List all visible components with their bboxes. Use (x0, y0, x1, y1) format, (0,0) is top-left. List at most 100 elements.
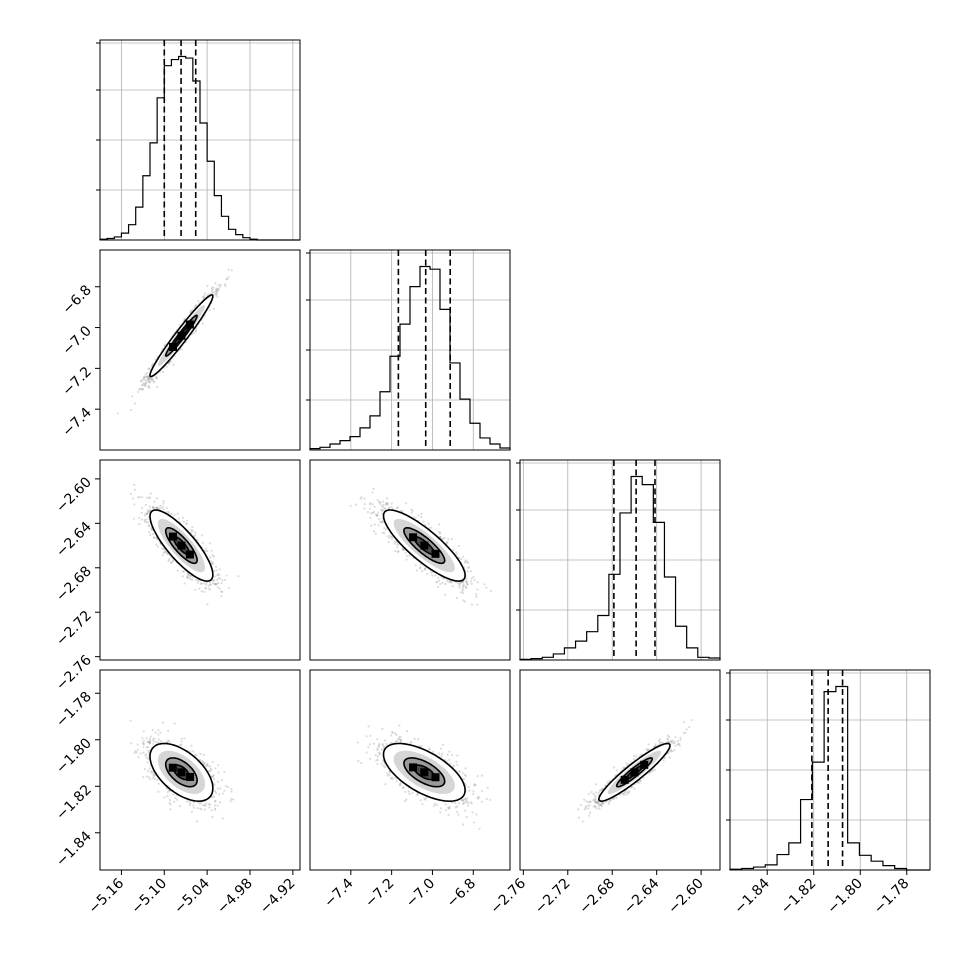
sample-point (186, 522, 189, 526)
sample-point (368, 507, 372, 510)
sample-point (182, 520, 186, 523)
sample-point (150, 377, 154, 380)
panel-content (116, 268, 233, 415)
sample-point (368, 503, 372, 506)
sample-point (388, 537, 391, 540)
sample-point (152, 380, 155, 383)
sample-point (172, 363, 175, 366)
sample-point (215, 290, 218, 294)
sample-point (396, 546, 399, 549)
sample-point (470, 582, 473, 585)
sample-point (459, 591, 463, 594)
sample-point (414, 516, 417, 519)
sample-point (419, 566, 422, 569)
sample-point (483, 583, 486, 586)
density-peak-cell (168, 532, 177, 541)
sample-point (384, 506, 387, 510)
sample-point (384, 528, 388, 531)
sample-point (411, 509, 414, 512)
sample-point (373, 505, 376, 508)
sample-point (215, 582, 218, 586)
sample-point (142, 382, 145, 385)
sample-point (189, 578, 192, 581)
sample-point (164, 550, 167, 553)
sample-point (349, 504, 352, 507)
sample-point (445, 579, 449, 582)
sample-point (377, 511, 380, 514)
density-peak-cell (409, 533, 418, 542)
sample-point (415, 569, 418, 572)
sample-point (439, 536, 442, 539)
sample-point (141, 387, 145, 391)
sample-point (410, 508, 413, 511)
sample-point (213, 583, 216, 586)
sample-point (139, 379, 143, 383)
sample-point (146, 374, 149, 377)
sample-point (397, 550, 400, 553)
sample-point (201, 534, 204, 537)
sample-point (156, 545, 160, 548)
sample-point (458, 557, 461, 560)
sample-point (220, 581, 223, 585)
sample-point (147, 385, 150, 388)
sample-point (193, 535, 196, 538)
density-peak-cell (420, 541, 429, 550)
sample-point (209, 559, 212, 563)
sample-point (467, 566, 471, 569)
sample-point (203, 292, 207, 295)
sample-point (449, 581, 452, 584)
sample-point (226, 277, 229, 281)
sample-point (465, 586, 468, 589)
sample-point (485, 586, 488, 589)
sample-point (129, 408, 133, 411)
scatter-panel-0-3 (99, 669, 301, 871)
sample-point (394, 549, 397, 553)
sample-point (466, 562, 470, 565)
panel-frame (99, 249, 301, 451)
sample-point (147, 510, 151, 514)
sample-point (375, 514, 378, 517)
sample-point (206, 603, 209, 606)
sample-point (388, 506, 391, 509)
sample-point (438, 535, 442, 539)
sample-point (148, 386, 151, 389)
sample-point (140, 518, 144, 521)
sample-point (372, 487, 375, 490)
histogram-bars (729, 685, 930, 871)
sample-point (203, 294, 206, 298)
sample-point (161, 553, 164, 556)
sample-point (144, 381, 147, 384)
sample-point (154, 358, 157, 361)
sample-point (147, 367, 150, 371)
sample-point (214, 282, 217, 285)
sample-point (151, 728, 154, 731)
sample-point (366, 511, 369, 514)
sample-point (191, 578, 194, 581)
sample-point (424, 567, 427, 570)
sample-point (167, 559, 170, 562)
sample-point (383, 531, 386, 535)
sample-point (381, 512, 384, 515)
sample-point (196, 538, 199, 541)
sample-point (422, 520, 425, 523)
sample-point (151, 362, 154, 365)
density-peak-cell (169, 342, 178, 351)
sample-point (439, 582, 442, 586)
density-peak-cell (177, 541, 186, 550)
sample-point (390, 502, 393, 505)
sample-point (385, 502, 388, 505)
sample-point (359, 497, 362, 500)
sample-point (144, 379, 147, 382)
sample-point (194, 531, 197, 534)
sample-point (143, 375, 146, 378)
sample-point (143, 767, 147, 771)
sample-point (466, 583, 469, 586)
sample-point (147, 510, 150, 514)
sample-point (437, 530, 440, 533)
sample-point (200, 582, 203, 585)
sample-point (186, 576, 189, 579)
sample-point (150, 527, 153, 530)
sample-point (143, 384, 146, 387)
sample-point (133, 483, 136, 486)
sample-point (210, 289, 214, 292)
